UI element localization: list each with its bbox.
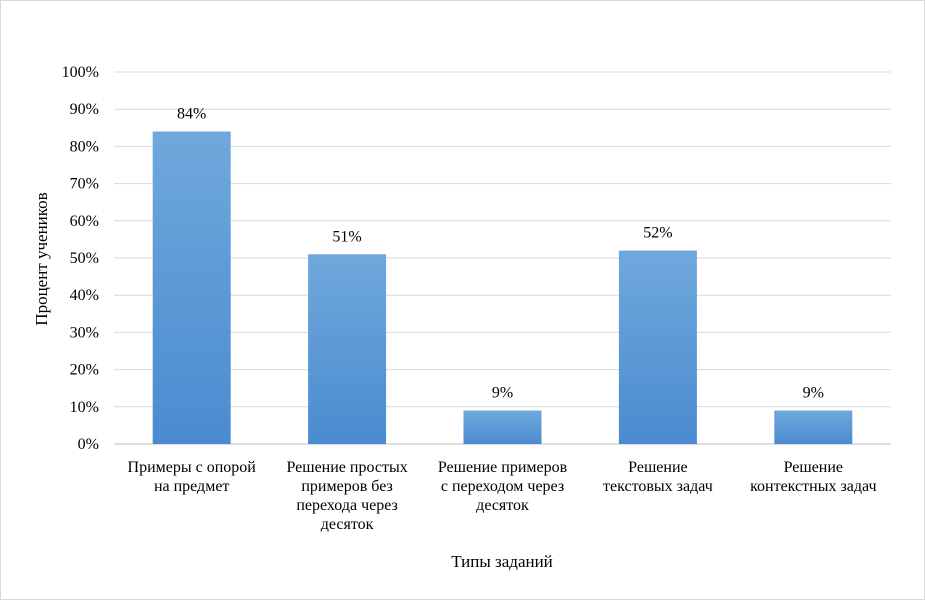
bar-value-label: 84% — [177, 106, 206, 123]
bars — [152, 131, 853, 444]
y-axis-title: Процент учеников — [32, 192, 51, 325]
bar-value-label: 9% — [803, 385, 824, 402]
x-category-label: Решение простых примеров без перехода че… — [286, 459, 408, 533]
x-axis-title: Типы заданий — [451, 552, 553, 571]
bar — [618, 250, 697, 444]
bar — [152, 131, 231, 444]
bar — [463, 410, 542, 444]
y-tick-label: 80% — [70, 138, 99, 155]
y-axis-ticks: 0% 10% 20% 30% 40% 50% 60% 70% 80% 90% 100% — [62, 64, 99, 453]
y-tick-label: 90% — [70, 101, 99, 118]
bar — [308, 254, 387, 444]
bar — [774, 410, 853, 444]
y-tick-label: 70% — [70, 176, 99, 193]
x-category-label: Решение примеров с переходом через десят… — [437, 459, 568, 514]
x-category-label: Решение контекстных задач — [750, 459, 877, 495]
gridlines — [114, 71, 891, 445]
y-tick-label: 10% — [70, 399, 99, 416]
y-tick-label: 40% — [70, 287, 99, 304]
x-category-label: Решение текстовых задач — [603, 459, 713, 495]
y-tick-label: 60% — [70, 213, 99, 230]
y-tick-label: 30% — [70, 324, 99, 341]
bar-value-label: 52% — [643, 225, 672, 242]
y-tick-label: 0% — [78, 436, 99, 453]
bar-value-label: 51% — [332, 228, 361, 245]
data-labels: 84% 51% 9% 52% 9% — [177, 106, 824, 402]
y-tick-label: 20% — [70, 362, 99, 379]
x-category-label: Примеры с опорой на предмет — [127, 459, 256, 495]
y-tick-label: 100% — [62, 64, 99, 81]
bar-value-label: 9% — [492, 385, 513, 402]
y-tick-label: 50% — [70, 250, 99, 267]
